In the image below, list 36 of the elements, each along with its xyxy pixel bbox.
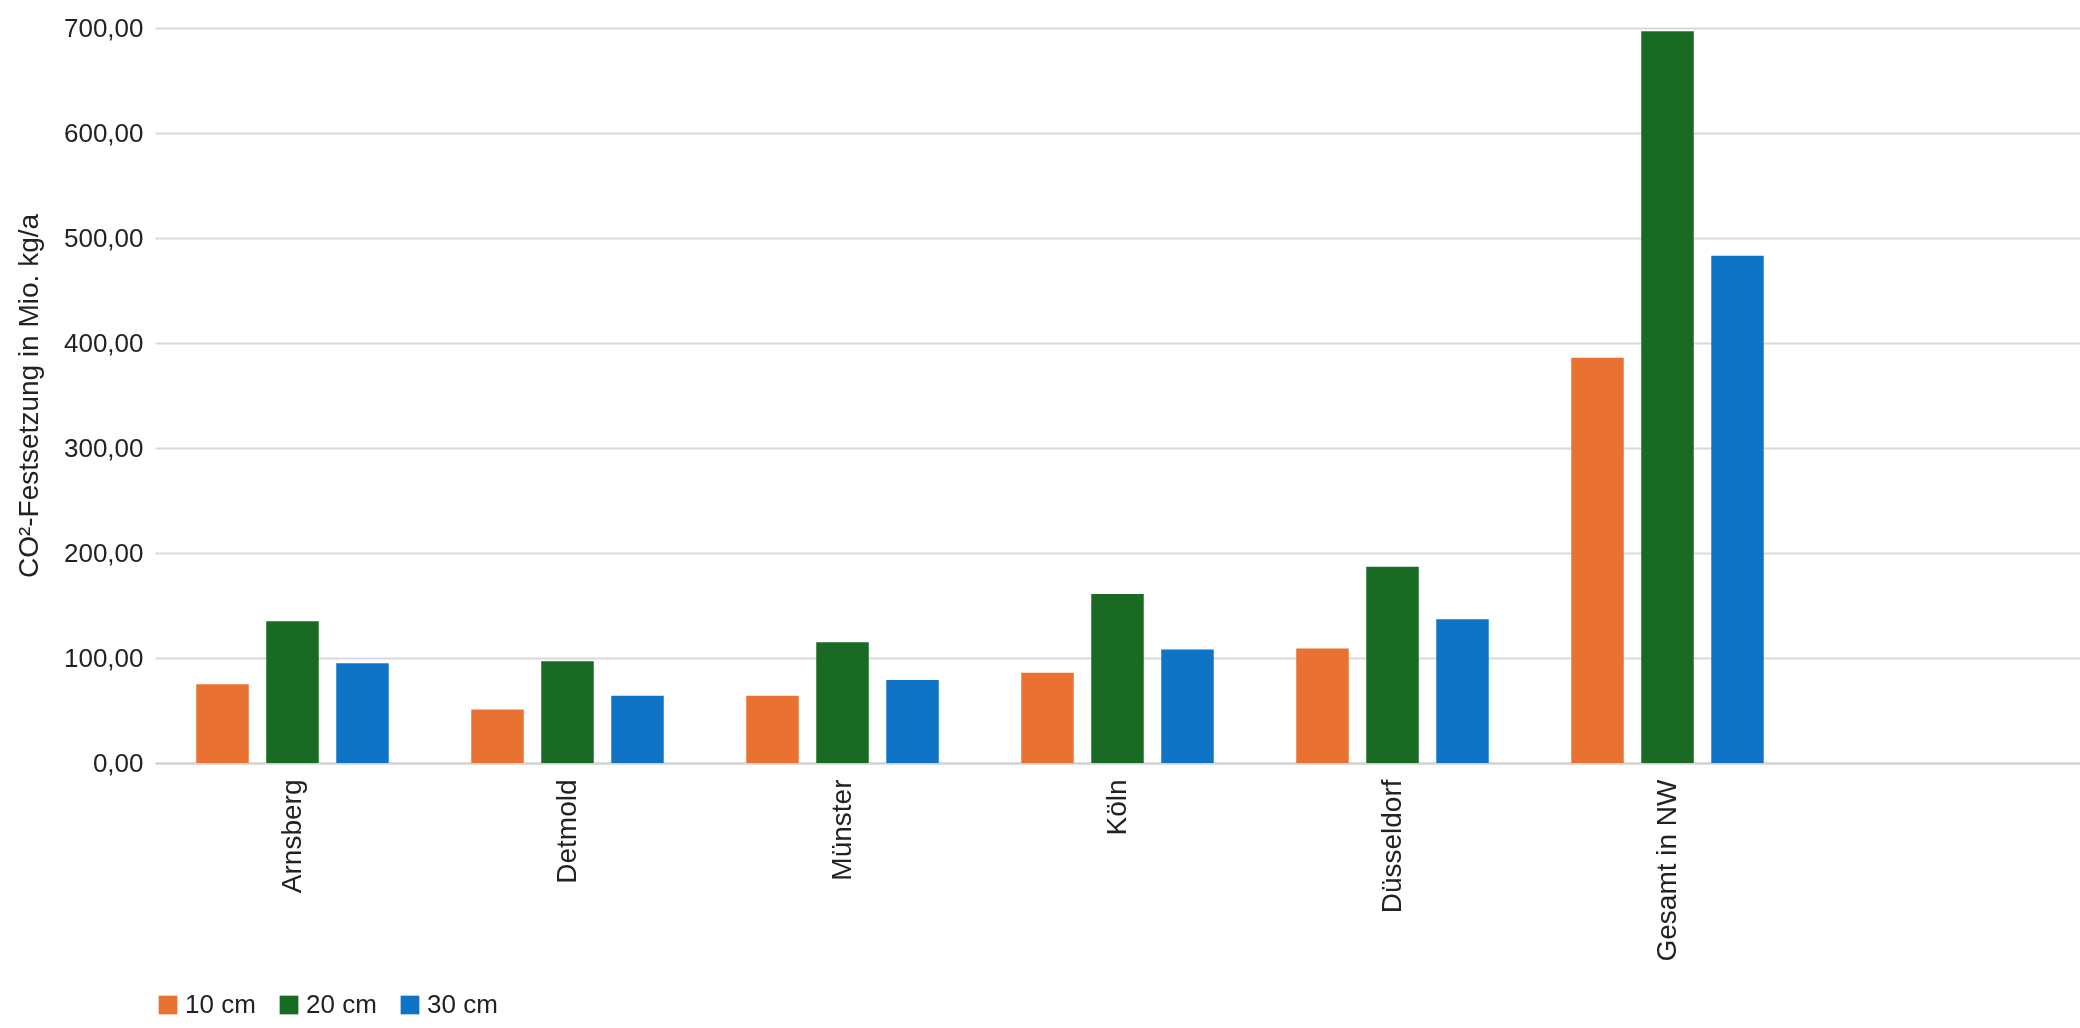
y-axis-title: CO²-Festsetzung in Mio. kg/a: [12, 213, 44, 579]
x-tick-label: Münster: [825, 779, 857, 881]
y-tick-label: 300,00: [63, 432, 144, 463]
bar: [471, 709, 524, 763]
y-tick-label: 200,00: [63, 537, 144, 568]
y-tick-label: 100,00: [63, 642, 144, 673]
bar: [1091, 593, 1144, 763]
legend-label: 10 cm: [185, 989, 256, 1019]
bar: [1641, 31, 1694, 763]
bar: [1161, 649, 1214, 763]
y-tick-label: 400,00: [63, 327, 144, 358]
y-tick-label: 0,00: [92, 747, 144, 778]
x-tick-label: Gesamt in NW: [1650, 778, 1682, 962]
bar: [1571, 357, 1624, 763]
y-tick-label: 500,00: [63, 222, 144, 253]
bar: [886, 680, 939, 763]
x-tick-label: Köln: [1100, 779, 1132, 836]
bar: [746, 695, 799, 763]
bar: [196, 684, 249, 763]
x-tick-label: Detmold: [550, 779, 582, 884]
y-tick-label: 600,00: [63, 117, 144, 148]
bar: [611, 695, 664, 763]
bar: [1436, 619, 1489, 763]
bar: [1021, 672, 1074, 763]
bar: [266, 621, 319, 763]
bar: [1366, 566, 1419, 763]
bar: [1711, 255, 1764, 763]
bar: [541, 661, 594, 763]
x-tick-label: Düsseldorf: [1375, 779, 1407, 914]
bar: [336, 663, 389, 763]
bar: [816, 642, 869, 763]
y-tick-label: 700,00: [63, 12, 144, 43]
x-tick-label: Arnsberg: [275, 779, 307, 894]
legend-label: 20 cm: [306, 989, 377, 1019]
bar: [1296, 648, 1349, 763]
legend-label: 30 cm: [427, 989, 498, 1019]
